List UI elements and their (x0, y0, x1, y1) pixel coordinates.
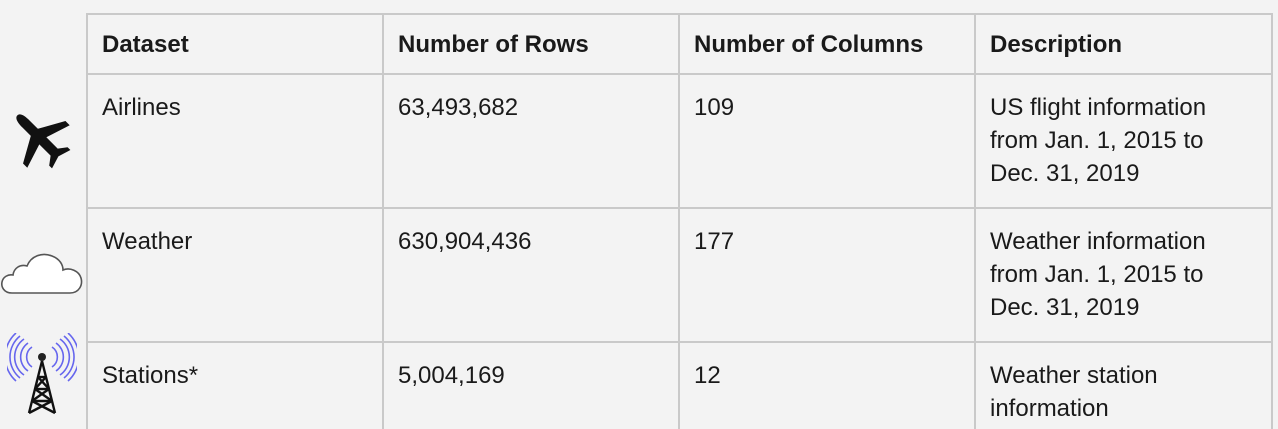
cell-rows: 630,904,436 (382, 207, 680, 343)
header-number-of-columns: Number of Columns (678, 13, 976, 75)
cloud-icon (0, 248, 84, 296)
cell-rows: 63,493,682 (382, 73, 680, 209)
table-row: Airlines 63,493,682 109 US flight inform… (86, 73, 1273, 209)
header-number-of-rows: Number of Rows (382, 13, 680, 75)
table-row: Stations* 5,004,169 12 Weather station i… (86, 341, 1273, 429)
cell-columns: 177 (678, 207, 976, 343)
cell-columns: 109 (678, 73, 976, 209)
cell-dataset: Weather (86, 207, 384, 343)
cell-description: Weather station information (974, 341, 1273, 429)
radio-tower-icon (4, 332, 80, 415)
cell-description: Weather information from Jan. 1, 2015 to… (974, 207, 1273, 343)
cell-dataset: Stations* (86, 341, 384, 429)
cell-columns: 12 (678, 341, 976, 429)
cell-rows: 5,004,169 (382, 341, 680, 429)
header-dataset: Dataset (86, 13, 384, 75)
table-header-row: Dataset Number of Rows Number of Columns… (86, 13, 1273, 75)
table-row: Weather 630,904,436 177 Weather informat… (86, 207, 1273, 343)
cell-dataset: Airlines (86, 73, 384, 209)
datasets-table: Dataset Number of Rows Number of Columns… (86, 13, 1273, 429)
cell-description: US flight information from Jan. 1, 2015 … (974, 73, 1273, 209)
header-description: Description (974, 13, 1273, 75)
airplane-icon (6, 104, 74, 172)
